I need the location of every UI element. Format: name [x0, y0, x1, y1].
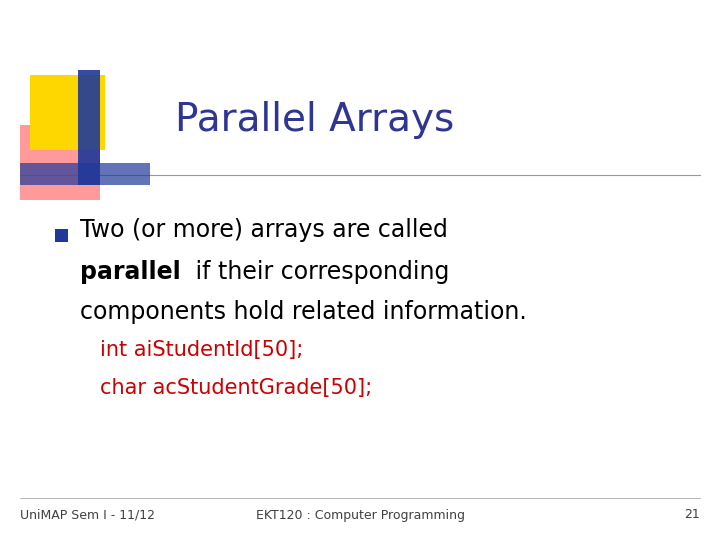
- Text: Two (or more) arrays are called: Two (or more) arrays are called: [80, 218, 448, 242]
- Bar: [30, 75, 105, 150]
- FancyBboxPatch shape: [20, 125, 100, 200]
- Text: parallel: parallel: [80, 260, 181, 284]
- Text: EKT120 : Computer Programming: EKT120 : Computer Programming: [256, 509, 464, 522]
- Text: int aiStudentId[50];: int aiStudentId[50];: [100, 340, 303, 360]
- Text: UniMAP Sem I - 11/12: UniMAP Sem I - 11/12: [20, 509, 155, 522]
- Text: if their corresponding: if their corresponding: [188, 260, 449, 284]
- Bar: [20, 163, 150, 185]
- Bar: [55, 229, 68, 242]
- Text: Parallel Arrays: Parallel Arrays: [175, 101, 454, 139]
- Text: 21: 21: [684, 509, 700, 522]
- Bar: [78, 70, 100, 185]
- Text: char acStudentGrade[50];: char acStudentGrade[50];: [100, 378, 372, 398]
- Text: components hold related information.: components hold related information.: [80, 300, 527, 324]
